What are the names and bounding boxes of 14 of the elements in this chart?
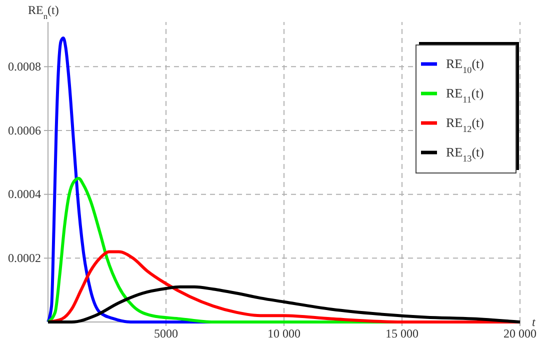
legend-label: RE$_{11}$(t)	[446, 86, 484, 104]
y-tick-label: 0.0002	[8, 251, 41, 266]
x-tick-label: 10 000	[268, 326, 300, 341]
x-tick-label: 20 000	[504, 326, 536, 341]
y-tick-label: 0.0006	[8, 123, 41, 138]
y-tick-label: 0.0008	[8, 60, 41, 74]
x-axis-title: t	[532, 315, 536, 329]
x-tick-label: 15 000	[386, 326, 418, 341]
legend-label: RE$_{13}$(t)	[446, 144, 484, 164]
legend-label: RE$_{10}$(t)	[446, 56, 484, 75]
x-tick-label: 5000	[154, 326, 178, 341]
legend-label: RE$_{12}$(t)	[446, 115, 484, 134]
y-axis-title: RE$_{n}$(t)	[28, 3, 59, 20]
y-tick-label: 0.0004	[8, 187, 41, 202]
